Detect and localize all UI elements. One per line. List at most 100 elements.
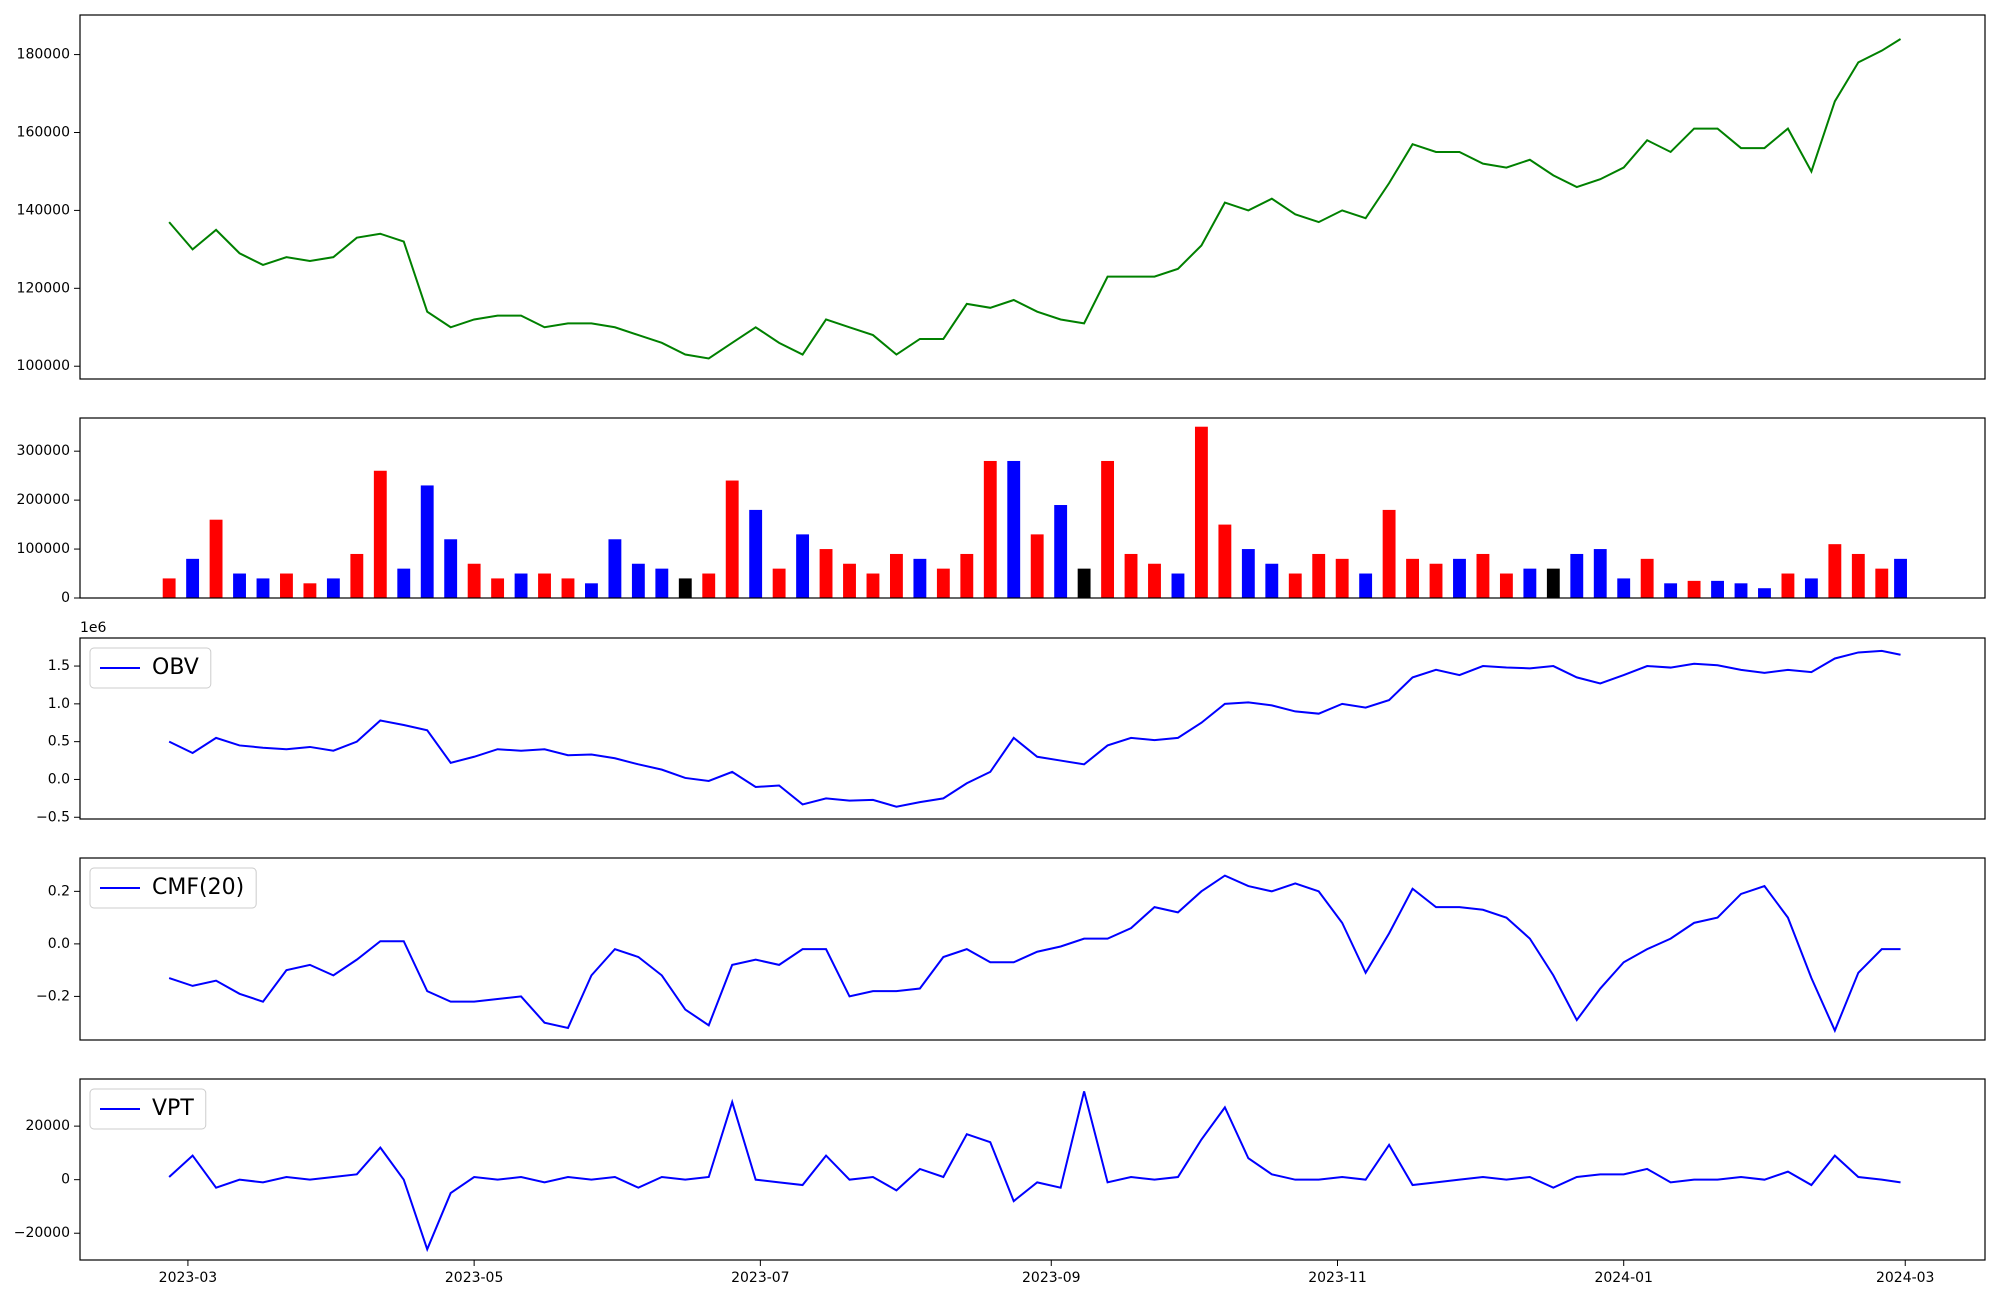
volume-bar bbox=[1828, 544, 1842, 598]
volume-bar bbox=[655, 568, 669, 598]
y-tick-label: 1.0 bbox=[48, 696, 70, 712]
volume-bar bbox=[889, 553, 903, 598]
volume-bar bbox=[561, 578, 575, 598]
volume-bar bbox=[1640, 558, 1654, 598]
plot-frame bbox=[79, 637, 1986, 820]
legend-label: VPT bbox=[152, 1096, 194, 1121]
series-line bbox=[168, 1091, 1901, 1253]
volume-bar bbox=[1218, 524, 1232, 598]
volume-bar bbox=[1687, 580, 1701, 598]
volume-bar bbox=[1030, 534, 1044, 598]
y-tick-label: 0.0 bbox=[48, 771, 70, 787]
panel: 100000 120000 140000 160000 180000 bbox=[17, 14, 1986, 380]
volume-bar bbox=[303, 583, 317, 598]
volume-bar bbox=[350, 553, 364, 598]
volume-bar bbox=[1851, 553, 1865, 598]
volume-bar bbox=[1406, 558, 1419, 598]
volume-bar bbox=[1124, 553, 1138, 598]
volume-bar bbox=[162, 578, 176, 598]
volume-bar bbox=[819, 549, 833, 598]
volume-bar bbox=[1359, 573, 1373, 598]
y-tick-label: −0.5 bbox=[36, 809, 70, 825]
y-tick-label: 20000 bbox=[25, 1118, 70, 1134]
volume-bar bbox=[1148, 563, 1161, 598]
volume-bar bbox=[538, 573, 551, 598]
volume-bar bbox=[1429, 563, 1443, 598]
volume-bar bbox=[1312, 553, 1326, 598]
volume-bar bbox=[631, 563, 645, 598]
axis-offset-label: 1e6 bbox=[80, 620, 107, 636]
volume-bar bbox=[1077, 568, 1091, 598]
volume-bar bbox=[444, 539, 458, 598]
volume-bar bbox=[1007, 460, 1021, 598]
volume-bar bbox=[1711, 580, 1724, 598]
legend-label: CMF(20) bbox=[152, 875, 244, 900]
volume-bar bbox=[678, 578, 692, 598]
volume-bar bbox=[1875, 568, 1889, 598]
y-tick-label: 180000 bbox=[17, 47, 70, 63]
x-tick-label: 2023-05 bbox=[445, 1270, 504, 1286]
legend-box bbox=[89, 1088, 207, 1130]
volume-bar bbox=[1171, 573, 1185, 598]
volume-bar bbox=[843, 563, 856, 598]
y-tick-label: 0.0 bbox=[48, 936, 70, 952]
volume-bar bbox=[1382, 509, 1396, 598]
volume-bar bbox=[1894, 558, 1907, 598]
volume-bar bbox=[725, 480, 739, 598]
volume-bar bbox=[1054, 505, 1068, 598]
panel: 0 100000 200000 300000 bbox=[17, 417, 1986, 606]
x-tick-label: 2023-09 bbox=[1022, 1270, 1081, 1286]
volume-bar bbox=[796, 534, 810, 598]
volume-bar bbox=[866, 573, 880, 598]
volume-bar bbox=[326, 578, 340, 598]
volume-bar bbox=[280, 573, 293, 598]
y-tick-label: 0.2 bbox=[48, 883, 70, 899]
series-line bbox=[168, 649, 1901, 808]
y-tick-label: 0 bbox=[61, 1172, 70, 1188]
volume-bar bbox=[397, 568, 411, 598]
volume-bar bbox=[1523, 568, 1537, 598]
volume-bar bbox=[1593, 549, 1607, 598]
volume-bar bbox=[373, 470, 387, 598]
y-tick-label: 100000 bbox=[17, 358, 70, 374]
volume-bar bbox=[1453, 558, 1466, 598]
x-tick-label: 2024-01 bbox=[1594, 1270, 1653, 1286]
volume-bar bbox=[1194, 426, 1208, 598]
volume-bar bbox=[1570, 553, 1584, 598]
volume-bar bbox=[585, 583, 598, 598]
volume-bar bbox=[420, 485, 434, 598]
volume-bar bbox=[1734, 583, 1748, 598]
series-line bbox=[168, 874, 1901, 1034]
volume-bar bbox=[1476, 553, 1490, 598]
volume-bar bbox=[772, 568, 786, 598]
volume-bar bbox=[983, 460, 997, 598]
plot-frame bbox=[79, 1078, 1986, 1261]
volume-bar bbox=[1499, 573, 1513, 598]
volume-bar bbox=[1664, 583, 1678, 598]
volume-bar bbox=[1617, 578, 1631, 598]
y-tick-label: 300000 bbox=[17, 443, 70, 459]
y-tick-label: 160000 bbox=[17, 124, 70, 140]
panel: −0.5 0.0 0.5 1.0 1.5 1e6 OBV bbox=[36, 620, 1986, 825]
volume-bar bbox=[1101, 460, 1115, 598]
volume-bar bbox=[1265, 563, 1279, 598]
y-tick-label: −0.2 bbox=[36, 988, 70, 1004]
panel: −0.2 0.0 0.2 CMF(20) bbox=[36, 857, 1986, 1041]
plot-frame bbox=[79, 417, 1986, 599]
price-line bbox=[168, 38, 1902, 360]
legend-box bbox=[89, 867, 257, 909]
x-tick-label: 2024-03 bbox=[1876, 1270, 1935, 1286]
y-tick-label: 0.5 bbox=[48, 734, 70, 750]
volume-bar bbox=[936, 568, 950, 598]
volume-bar bbox=[233, 573, 246, 598]
y-tick-label: 140000 bbox=[17, 202, 70, 218]
volume-bar bbox=[514, 573, 528, 598]
volume-bar bbox=[209, 519, 223, 598]
legend-label: OBV bbox=[152, 655, 199, 680]
y-tick-label: 1.5 bbox=[48, 658, 70, 674]
volume-bar bbox=[186, 558, 200, 598]
volume-bar bbox=[1288, 573, 1302, 598]
volume-bar bbox=[702, 573, 716, 598]
volume-bar bbox=[1335, 558, 1349, 598]
